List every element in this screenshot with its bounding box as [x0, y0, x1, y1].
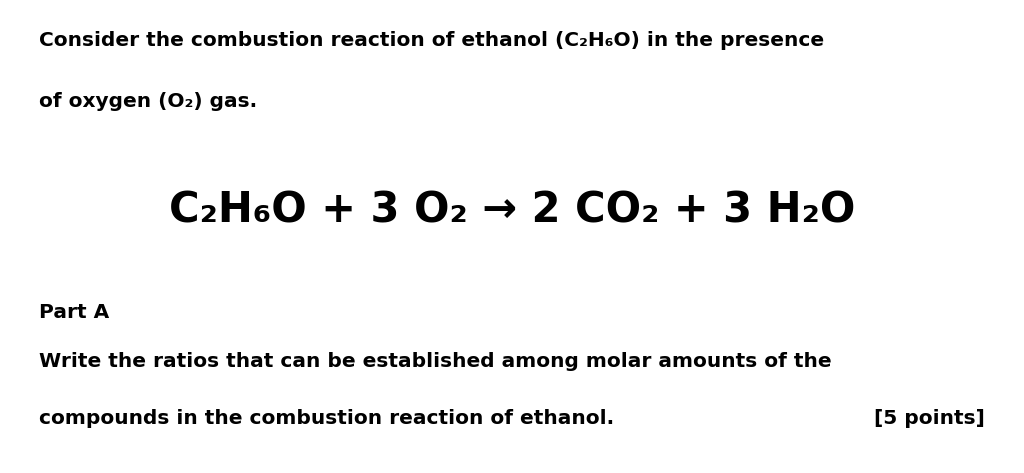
Text: [5 points]: [5 points] — [874, 409, 985, 428]
Text: Consider the combustion reaction of ethanol (C₂H₆O) in the presence: Consider the combustion reaction of etha… — [39, 31, 824, 50]
Text: Part A: Part A — [39, 303, 110, 322]
Text: C₂H₆O + 3 O₂ → 2 CO₂ + 3 H₂O: C₂H₆O + 3 O₂ → 2 CO₂ + 3 H₂O — [169, 189, 855, 231]
Text: Write the ratios that can be established among molar amounts of the: Write the ratios that can be established… — [39, 352, 831, 371]
Text: compounds in the combustion reaction of ethanol.: compounds in the combustion reaction of … — [39, 409, 614, 428]
Text: of oxygen (O₂) gas.: of oxygen (O₂) gas. — [39, 92, 257, 111]
